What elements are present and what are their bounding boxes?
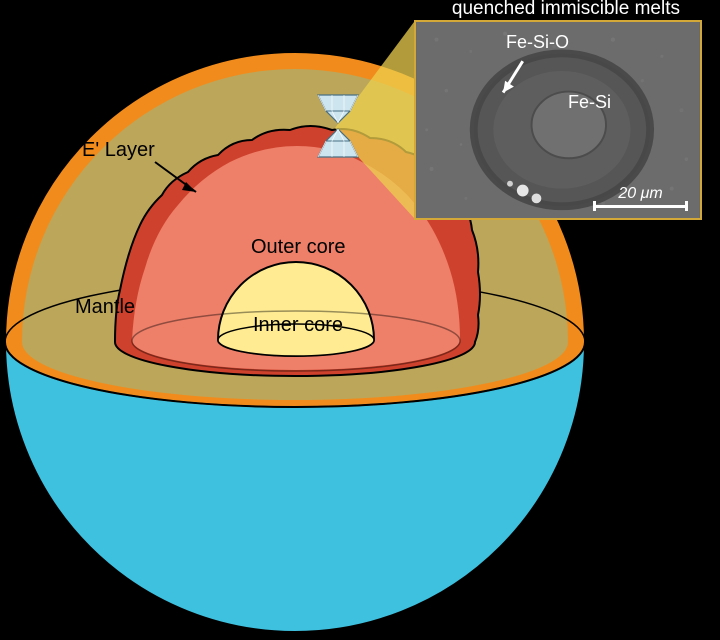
bright-spot — [507, 181, 513, 187]
bright-spot — [532, 194, 542, 204]
inset-caption: quenched immiscible melts — [452, 0, 680, 20]
scale-bar: 20 μm — [593, 185, 688, 208]
sem-inset: Fe-Si-O Fe-Si 20 μm — [414, 20, 702, 220]
mantle-label: Mantle — [75, 296, 135, 319]
outer-core-label: Outer core — [251, 236, 345, 259]
e-layer-label: E' Layer — [82, 139, 155, 162]
inner-core-label: Inner core — [253, 314, 343, 337]
fesi-label: Fe-Si — [568, 92, 611, 113]
fesio-label: Fe-Si-O — [506, 32, 569, 53]
scale-text: 20 μm — [618, 185, 662, 203]
bright-spot — [517, 185, 529, 197]
